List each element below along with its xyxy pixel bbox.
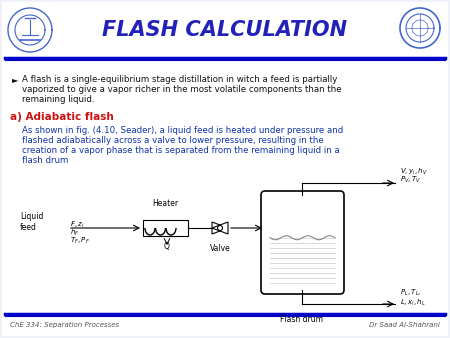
Text: ChE 334: Separation Processes: ChE 334: Separation Processes — [10, 322, 119, 328]
Text: Heater: Heater — [152, 199, 178, 208]
Text: Flash drum: Flash drum — [280, 315, 324, 324]
Text: As shown in fig. (4.10, Seader), a liquid feed is heated under pressure and: As shown in fig. (4.10, Seader), a liqui… — [22, 126, 343, 135]
Text: flash drum: flash drum — [22, 156, 68, 165]
Text: vaporized to give a vapor richer in the most volatile components than the: vaporized to give a vapor richer in the … — [22, 85, 342, 94]
Polygon shape — [212, 222, 228, 234]
Bar — [143, 220, 188, 236]
Text: A flash is a single-equilibrium stage distillation in witch a feed is partially: A flash is a single-equilibrium stage di… — [22, 75, 338, 84]
Text: Valve: Valve — [210, 244, 230, 253]
Text: Dr Saad Al-Shahrani: Dr Saad Al-Shahrani — [369, 322, 440, 328]
Text: $F, z_i$: $F, z_i$ — [70, 220, 85, 230]
Text: Liquid
feed: Liquid feed — [20, 212, 43, 232]
Text: $h_F$: $h_F$ — [70, 228, 79, 238]
Text: creation of a vapor phase that is separated from the remaining liquid in a: creation of a vapor phase that is separa… — [22, 146, 340, 155]
FancyBboxPatch shape — [261, 191, 344, 294]
Polygon shape — [212, 222, 228, 234]
Text: $L, x_i, h_L$: $L, x_i, h_L$ — [400, 298, 426, 308]
Text: remaining liquid.: remaining liquid. — [22, 95, 94, 104]
Text: flashed adiabatically across a valve to lower pressure, resulting in the: flashed adiabatically across a valve to … — [22, 136, 324, 145]
Text: a) Adiabatic flash: a) Adiabatic flash — [10, 112, 114, 122]
Text: Q: Q — [164, 242, 170, 251]
Text: $P_V, T_V$: $P_V, T_V$ — [400, 175, 421, 185]
Text: $T_F, P_F$: $T_F, P_F$ — [70, 236, 90, 246]
Text: $V, y_i, h_V$: $V, y_i, h_V$ — [400, 167, 428, 177]
Text: ►: ► — [12, 75, 18, 84]
Text: $P_L, T_L,$: $P_L, T_L,$ — [400, 288, 422, 298]
Circle shape — [217, 225, 222, 231]
Text: FLASH CALCULATION: FLASH CALCULATION — [103, 20, 347, 40]
